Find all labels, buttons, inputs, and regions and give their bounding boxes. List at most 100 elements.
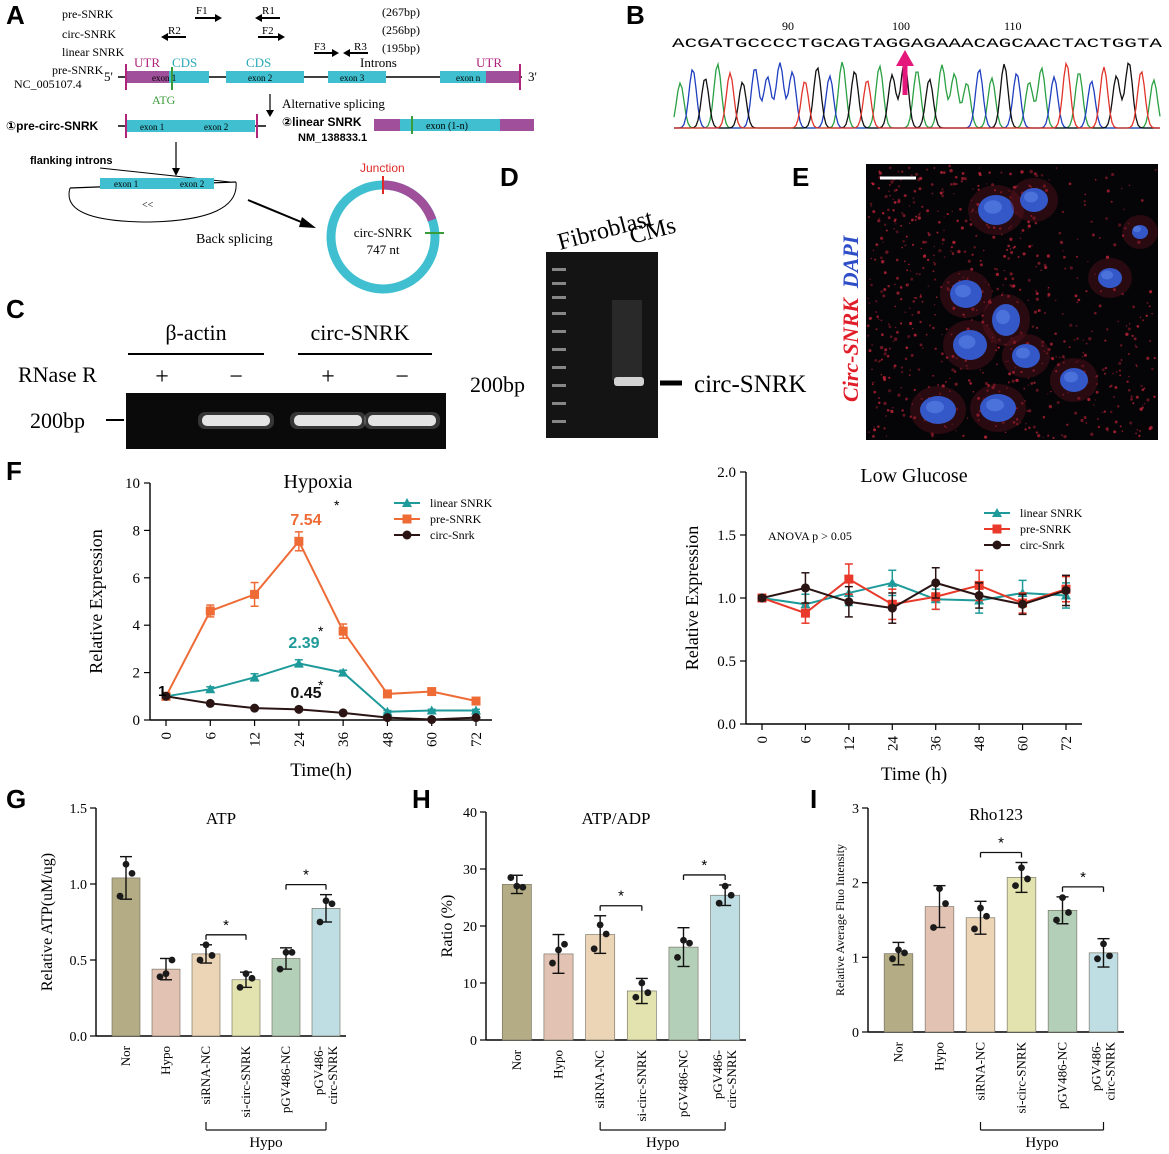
circ-signal-dot	[962, 313, 965, 316]
circ-signal-dot	[1008, 190, 1010, 192]
panel-label-c: C	[6, 294, 25, 324]
circ-signal-dot	[1032, 369, 1036, 372]
circ-signal-dot	[1027, 278, 1031, 282]
exon-label: exon 2	[180, 179, 204, 189]
replicate-point	[1053, 916, 1060, 924]
circ-signal-dot	[941, 194, 945, 198]
circ-signal-dot	[1012, 246, 1015, 249]
circ-signal-dot	[1030, 214, 1033, 217]
circ-signal-dot	[900, 298, 903, 301]
circ-signal-dot	[1143, 387, 1146, 390]
circ-signal-dot	[1114, 386, 1118, 389]
y-tick-label: 0	[852, 1026, 859, 1041]
data-point	[887, 577, 898, 587]
circ-signal-dot	[1000, 171, 1003, 174]
category-label: Hypo	[158, 1046, 173, 1075]
circ-signal-dot	[1063, 357, 1066, 360]
circ-signal-dot	[979, 167, 981, 169]
circ-signal-dot	[937, 210, 939, 212]
circ-signal-dot	[938, 220, 941, 224]
circ-signal-dot	[1047, 286, 1050, 289]
circ-signal-dot	[882, 294, 886, 298]
circ-signal-dot	[967, 277, 969, 280]
circ-signal-dot	[981, 371, 984, 374]
y-tick-label: 4	[133, 618, 141, 634]
circ-signal-dot	[888, 190, 890, 193]
bar	[501, 884, 532, 1041]
circ-signal-dot	[933, 303, 936, 306]
smear	[612, 300, 642, 380]
circ-signal-dot	[886, 409, 890, 412]
replicate-point	[316, 918, 324, 926]
data-point	[800, 583, 810, 593]
x-tick-label: 0	[159, 732, 175, 740]
circ-signal-dot	[1080, 418, 1084, 423]
circ-signal-dot	[1140, 199, 1144, 202]
circ-signal-dot	[920, 397, 923, 400]
circ-signal-dot	[1077, 360, 1079, 362]
circ-signal-dot	[945, 426, 948, 429]
circ-signal-dot	[1015, 418, 1019, 421]
circ-signal-dot	[921, 300, 924, 303]
circ-signal-dot	[907, 334, 911, 339]
circ-signal-dot	[1061, 313, 1064, 315]
circ-signal-dot	[881, 212, 885, 215]
circ-signal-dot	[934, 347, 937, 351]
circ-signal-dot	[915, 273, 918, 275]
circ-signal-dot	[1010, 347, 1013, 351]
circ-signal-dot	[906, 269, 909, 272]
circ-signal-dot	[866, 324, 870, 328]
circ-signal-dot	[1040, 174, 1044, 177]
circ-signal-dot	[995, 268, 998, 271]
circ-signal-dot	[1035, 290, 1037, 292]
circ-signal-dot	[1084, 193, 1087, 196]
gel-bands	[552, 268, 644, 423]
circ-signal-dot	[890, 409, 894, 414]
chromatogram-trace	[674, 61, 1160, 129]
nucleus-highlight	[955, 284, 971, 298]
y-tick-label: 2.0	[717, 465, 736, 481]
circ-signal-dot	[868, 302, 871, 305]
circ-signal-dot	[1151, 312, 1153, 315]
back-splicing-arrow	[247, 199, 307, 225]
group-label: Hypo	[1025, 1135, 1058, 1151]
replicate-point	[983, 912, 990, 920]
circ-signal-dot	[954, 175, 958, 179]
circ-signal-dot	[913, 189, 917, 193]
circ-signal-dot	[1081, 364, 1085, 368]
circ-signal-dot	[1123, 208, 1125, 211]
circ-signal-dot	[900, 387, 902, 389]
circ-signal-dot	[1105, 427, 1109, 431]
circ-signal-dot	[1094, 273, 1096, 275]
circ-signal-dot	[987, 300, 992, 304]
primer-name: R2	[168, 25, 181, 37]
circ-signal-dot	[1076, 301, 1079, 304]
circ-signal-dot	[1008, 372, 1012, 376]
circ-signal-dot	[913, 296, 917, 299]
legend-label: circ-Snrk	[1020, 538, 1065, 552]
circ-signal-dot	[1092, 404, 1095, 406]
circ-signal-dot	[1063, 434, 1067, 439]
circ-signal-dot	[1134, 344, 1136, 346]
circ-signal-dot	[979, 259, 982, 262]
legend-marker	[992, 540, 1002, 550]
circ-signal-dot	[1093, 311, 1097, 315]
circ-signal-dot	[888, 376, 891, 379]
circ-signal-dot	[1020, 370, 1023, 374]
circ-signal-dot	[912, 328, 914, 330]
circ-signal-dot	[962, 434, 965, 437]
circ-signal-dot	[967, 379, 971, 382]
circ-signal-dot	[1109, 385, 1112, 388]
y-tick-label: 1.0	[717, 591, 736, 607]
circ-signal-dot	[883, 287, 887, 292]
replicate-point	[202, 941, 210, 949]
data-point	[205, 698, 215, 708]
circ-signal-dot	[950, 245, 954, 249]
panel-label-b: B	[626, 0, 645, 30]
x-tick-label: 60	[1016, 736, 1032, 751]
circ-signal-dot	[981, 314, 984, 317]
circ-signal-dot	[1045, 352, 1048, 355]
circ-signal-dot	[918, 273, 921, 276]
circ-signal-dot	[965, 364, 968, 368]
